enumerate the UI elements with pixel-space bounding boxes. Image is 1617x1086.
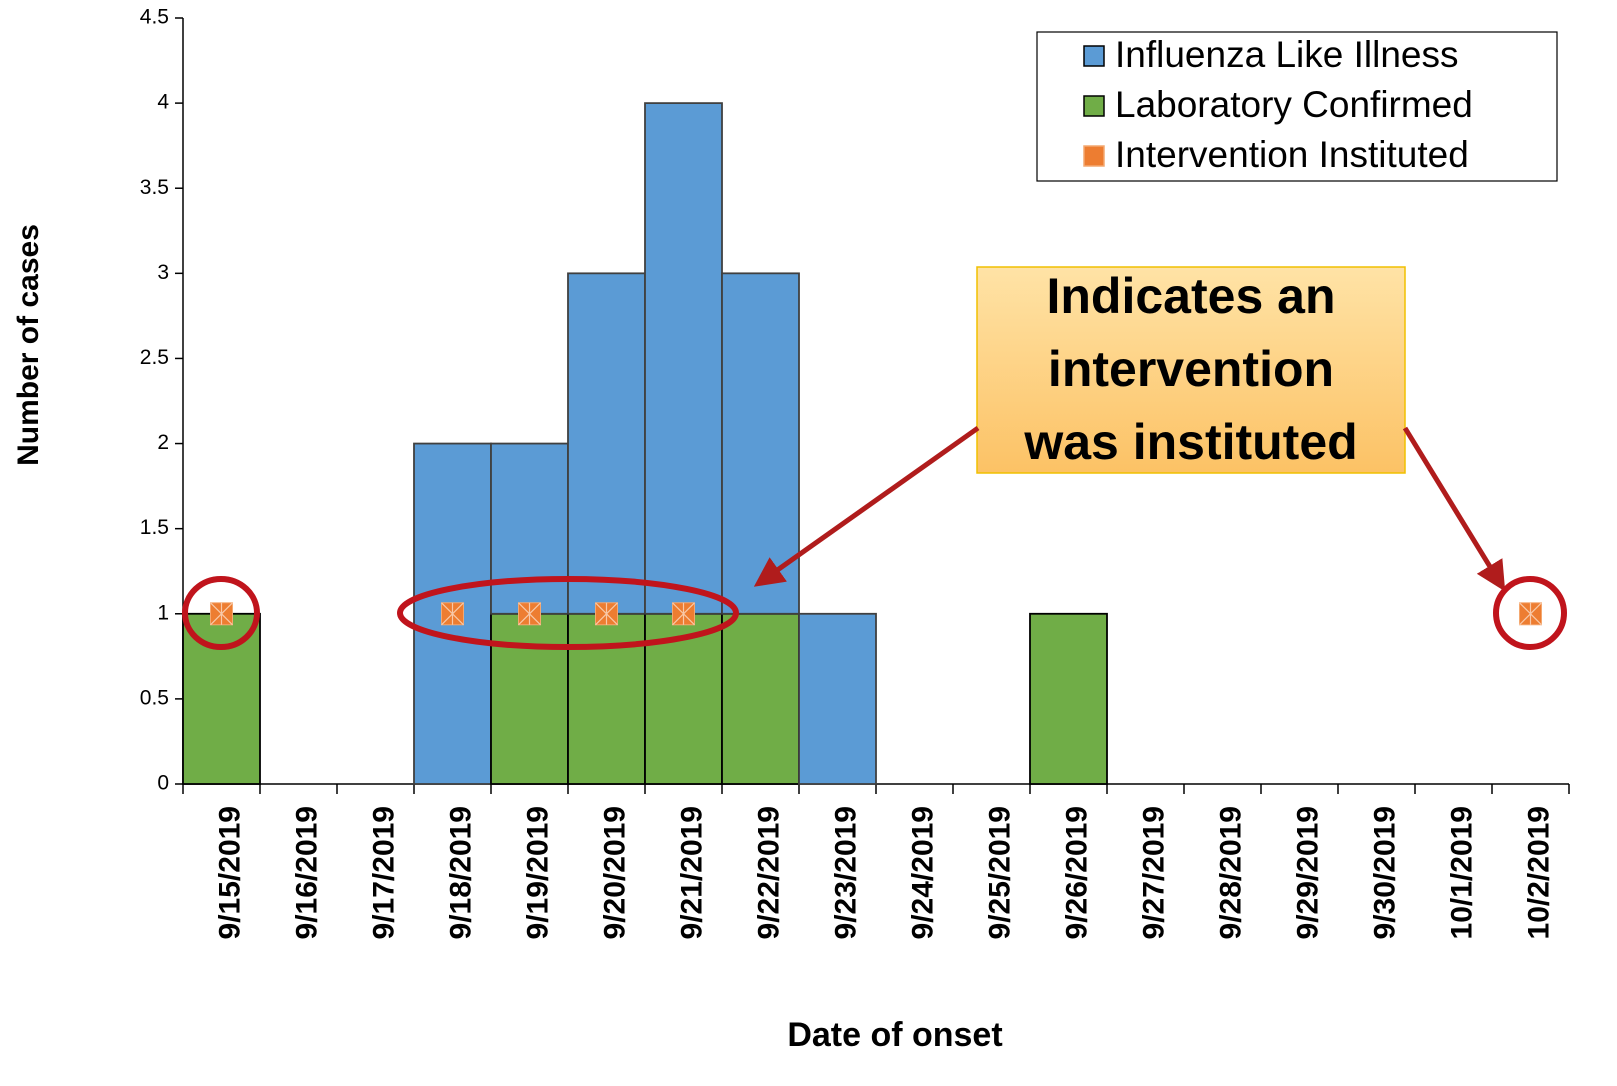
bar [182, 612, 261, 785]
bar [644, 102, 723, 615]
x-tick-label: 9/21/2019 [675, 806, 708, 939]
bar [721, 272, 800, 615]
bar [1029, 612, 1108, 785]
bar [490, 612, 569, 785]
bar [798, 612, 877, 785]
legend-swatch [1083, 95, 1105, 117]
bar [567, 272, 646, 615]
arrow [1402, 426, 1506, 592]
x-tick-label: 9/28/2019 [1214, 806, 1247, 939]
x-tick-label: 9/18/2019 [444, 806, 477, 939]
legend-label: Influenza Like Illness [1115, 34, 1458, 75]
highlight-circle [1493, 576, 1567, 650]
marker-cross [518, 602, 541, 626]
x-tick-label: 9/20/2019 [598, 806, 631, 939]
y-tick-label: 2.5 [140, 346, 169, 369]
intervention-marker [518, 602, 541, 626]
y-tick-label: 0.5 [140, 686, 169, 709]
legend-box [1036, 31, 1558, 182]
annotation-text: intervention [1048, 341, 1334, 397]
marker-cross [672, 602, 695, 626]
marker-cross [441, 602, 464, 626]
x-tick-label: 10/2/2019 [1522, 806, 1555, 939]
x-tick-label: 9/16/2019 [290, 806, 323, 939]
y-tick-label: 1 [157, 601, 169, 624]
y-tick-label: 0 [157, 772, 169, 795]
y-tick-label: 3.5 [140, 176, 169, 199]
intervention-marker [441, 602, 464, 626]
legend-swatch [1083, 145, 1105, 167]
x-tick-label: 9/19/2019 [521, 806, 554, 939]
intervention-marker [595, 602, 618, 626]
y-tick-label: 3 [157, 261, 169, 284]
y-tick-label: 4 [157, 91, 169, 114]
y-axis-label: Number of cases [12, 224, 45, 466]
highlight-circle [182, 576, 260, 650]
x-axis-label: Date of onset [787, 1016, 1002, 1054]
x-tick-label: 9/27/2019 [1137, 806, 1170, 939]
y-tick-label: 2 [157, 431, 169, 454]
y-tick-label: 1.5 [140, 516, 169, 539]
highlight-ellipse [397, 576, 739, 650]
marker-cross [1519, 602, 1542, 626]
x-tick-label: 9/22/2019 [752, 806, 785, 939]
marker-cross [595, 602, 618, 626]
bar [490, 442, 569, 615]
x-tick-label: 9/29/2019 [1291, 806, 1324, 939]
annotation-text: was instituted [1023, 414, 1357, 470]
x-tick-label: 10/1/2019 [1445, 806, 1478, 939]
arrow [753, 425, 980, 587]
bar [721, 612, 800, 785]
x-tick-label: 9/30/2019 [1368, 806, 1401, 939]
legend-label: Laboratory Confirmed [1115, 84, 1473, 125]
y-tick-label: 4.5 [140, 6, 169, 29]
x-tick-label: 9/25/2019 [983, 806, 1016, 939]
plot-area: 0 0.5 1 1.5 2 2.5 3 3.5 4 4.5 9/15/2019 9/16/2019 9/… [140, 6, 1570, 939]
legend-label: Intervention Instituted [1115, 134, 1469, 175]
annotation-box [976, 266, 1406, 474]
annotation-text: Indicates an [1047, 268, 1336, 324]
marker-cross [210, 602, 233, 626]
intervention-marker [1519, 602, 1542, 626]
x-tick-label: 9/15/2019 [213, 806, 246, 939]
intervention-marker [210, 602, 233, 626]
x-tick-label: 9/24/2019 [906, 806, 939, 939]
x-tick-label: 9/26/2019 [1060, 806, 1093, 939]
legend-swatch [1083, 45, 1105, 67]
intervention-marker [672, 602, 695, 626]
bar [567, 612, 646, 785]
x-tick-label: 9/23/2019 [829, 806, 862, 939]
x-tick-label: 9/17/2019 [367, 806, 400, 939]
